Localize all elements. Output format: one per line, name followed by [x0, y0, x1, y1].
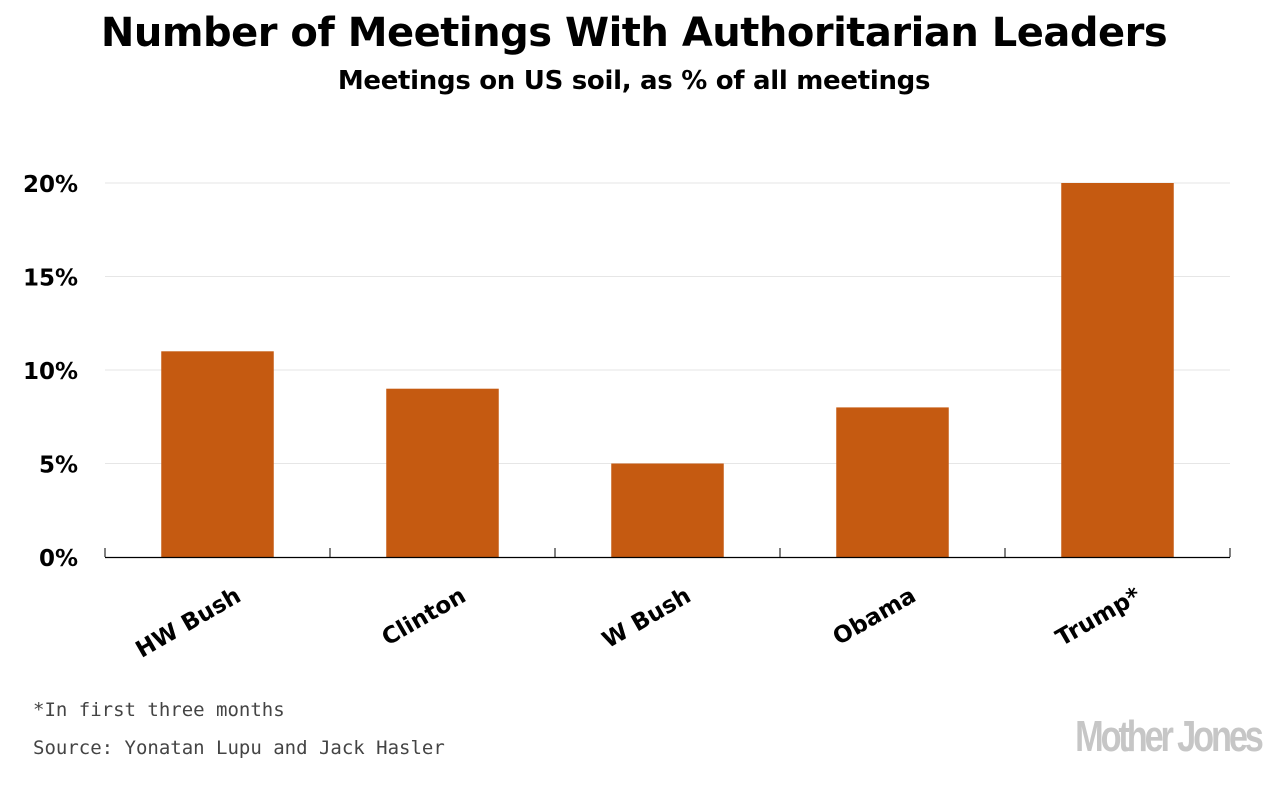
bar-trump: [1061, 183, 1174, 557]
x-axis-labels: HW Bush Clinton W Bush Obama Trump*: [132, 583, 1146, 664]
chart-subtitle: Meetings on US soil, as % of all meeting…: [337, 66, 931, 96]
y-tick-label: 20%: [23, 172, 78, 198]
y-axis-ticks: 0% 5% 10% 15% 20%: [23, 172, 78, 572]
chart-title: Number of Meetings With Authoritarian Le…: [100, 10, 1168, 56]
bar-clinton: [386, 388, 499, 557]
footnote: *In first three months: [33, 699, 285, 721]
y-tick-label: 10%: [23, 359, 78, 385]
x-tick-label: HW Bush: [132, 583, 246, 664]
mother-jones-logo: Mother Jones: [1075, 712, 1264, 761]
y-tick-label: 5%: [39, 453, 78, 479]
source-note: Source: Yonatan Lupu and Jack Hasler: [33, 737, 445, 759]
x-tick-label: Clinton: [378, 583, 471, 652]
bar-hw-bush: [161, 351, 274, 557]
x-tick-label: Obama: [829, 583, 921, 651]
bars: [161, 183, 1174, 557]
y-tick-label: 15%: [23, 266, 78, 292]
bar-obama: [836, 407, 949, 557]
y-tick-label: 0%: [39, 546, 78, 572]
x-axis: [104, 548, 1231, 559]
x-tick-label: Trump*: [1052, 583, 1146, 652]
bar-w-bush: [611, 463, 724, 557]
x-tick-label: W Bush: [598, 583, 695, 654]
